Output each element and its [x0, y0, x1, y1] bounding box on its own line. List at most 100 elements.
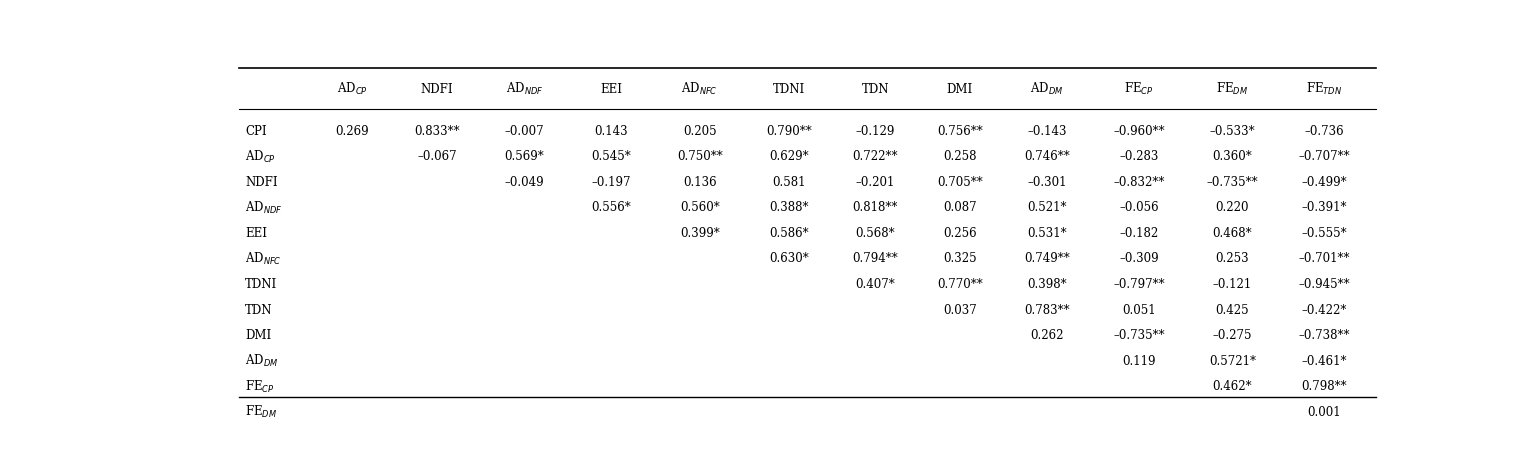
Text: NDFI: NDFI [421, 83, 453, 96]
Text: 0.051: 0.051 [1123, 304, 1155, 316]
Text: FE$_{CP}$: FE$_{CP}$ [245, 379, 274, 395]
Text: 0.143: 0.143 [594, 125, 628, 138]
Text: 0.531*: 0.531* [1026, 227, 1066, 240]
Text: –0.283: –0.283 [1120, 150, 1158, 163]
Text: 0.798**: 0.798** [1302, 380, 1347, 393]
Text: 0.388*: 0.388* [769, 202, 809, 214]
Text: EEI: EEI [601, 83, 622, 96]
Text: –0.735**: –0.735** [1114, 329, 1164, 342]
Text: 0.5721*: 0.5721* [1209, 355, 1256, 368]
Text: –0.461*: –0.461* [1302, 355, 1347, 368]
Text: AD$_{NFC}$: AD$_{NFC}$ [245, 251, 282, 267]
Text: NDFI: NDFI [245, 176, 277, 189]
Text: 0.119: 0.119 [1123, 355, 1155, 368]
Text: 0.407*: 0.407* [855, 278, 895, 291]
Text: 0.560*: 0.560* [680, 202, 720, 214]
Text: AD$_{CP}$: AD$_{CP}$ [245, 149, 276, 165]
Text: FE$_{TDN}$: FE$_{TDN}$ [1307, 81, 1342, 98]
Text: –0.960**: –0.960** [1114, 125, 1164, 138]
Text: –0.182: –0.182 [1120, 227, 1158, 240]
Text: –0.736: –0.736 [1305, 125, 1344, 138]
Text: CPI: CPI [245, 125, 267, 138]
Text: 0.722**: 0.722** [852, 150, 898, 163]
Text: AD$_{NDF}$: AD$_{NDF}$ [245, 200, 282, 216]
Text: –0.056: –0.056 [1120, 202, 1158, 214]
Text: DMI: DMI [947, 83, 973, 96]
Text: –0.067: –0.067 [417, 150, 457, 163]
Text: EEI: EEI [245, 227, 267, 240]
Text: 0.770**: 0.770** [938, 278, 982, 291]
Text: –0.143: –0.143 [1026, 125, 1066, 138]
Text: –0.735**: –0.735** [1207, 176, 1258, 189]
Text: 0.783**: 0.783** [1023, 304, 1069, 316]
Text: 0.325: 0.325 [944, 252, 976, 266]
Text: 0.756**: 0.756** [938, 125, 982, 138]
Text: –0.197: –0.197 [591, 176, 631, 189]
Text: 0.521*: 0.521* [1026, 202, 1066, 214]
Text: 0.568*: 0.568* [855, 227, 895, 240]
Text: TDN: TDN [245, 304, 273, 316]
Text: 0.705**: 0.705** [938, 176, 982, 189]
Text: 0.037: 0.037 [944, 304, 977, 316]
Text: 0.087: 0.087 [944, 202, 976, 214]
Text: 0.256: 0.256 [944, 227, 976, 240]
Text: –0.275: –0.275 [1213, 329, 1252, 342]
Text: TDN: TDN [861, 83, 889, 96]
Text: –0.391*: –0.391* [1302, 202, 1347, 214]
Text: –0.738**: –0.738** [1299, 329, 1350, 342]
Text: 0.545*: 0.545* [591, 150, 631, 163]
Text: FE$_{CP}$: FE$_{CP}$ [1124, 81, 1154, 98]
Text: –0.049: –0.049 [504, 176, 544, 189]
Text: 0.586*: 0.586* [769, 227, 809, 240]
Text: TDNI: TDNI [245, 278, 277, 291]
Text: –0.533*: –0.533* [1210, 125, 1255, 138]
Text: TDNI: TDNI [774, 83, 806, 96]
Text: –0.555*: –0.555* [1302, 227, 1347, 240]
Text: 0.253: 0.253 [1215, 252, 1249, 266]
Text: 0.205: 0.205 [683, 125, 717, 138]
Text: 0.001: 0.001 [1308, 405, 1340, 419]
Text: AD$_{DM}$: AD$_{DM}$ [245, 353, 279, 369]
Text: 0.360*: 0.360* [1212, 150, 1252, 163]
Text: –0.701**: –0.701** [1299, 252, 1350, 266]
Text: 0.794**: 0.794** [852, 252, 898, 266]
Text: 0.569*: 0.569* [504, 150, 544, 163]
Text: –0.945**: –0.945** [1299, 278, 1350, 291]
Text: 0.258: 0.258 [944, 150, 976, 163]
Text: 0.220: 0.220 [1215, 202, 1249, 214]
Text: FE$_{DM}$: FE$_{DM}$ [1216, 81, 1249, 98]
Text: 0.750**: 0.750** [677, 150, 723, 163]
Text: 0.262: 0.262 [1030, 329, 1063, 342]
Text: 0.399*: 0.399* [680, 227, 720, 240]
Text: –0.309: –0.309 [1120, 252, 1158, 266]
Text: –0.301: –0.301 [1026, 176, 1066, 189]
Text: 0.833**: 0.833** [414, 125, 460, 138]
Text: 0.630*: 0.630* [769, 252, 809, 266]
Text: DMI: DMI [245, 329, 271, 342]
Text: 0.790**: 0.790** [766, 125, 812, 138]
Text: –0.129: –0.129 [855, 125, 895, 138]
Text: 0.468*: 0.468* [1212, 227, 1252, 240]
Text: 0.749**: 0.749** [1023, 252, 1069, 266]
Text: 0.462*: 0.462* [1212, 380, 1252, 393]
Text: 0.581: 0.581 [772, 176, 806, 189]
Text: 0.818**: 0.818** [852, 202, 898, 214]
Text: 0.269: 0.269 [336, 125, 369, 138]
Text: 0.746**: 0.746** [1023, 150, 1069, 163]
Text: 0.136: 0.136 [683, 176, 717, 189]
Text: 0.556*: 0.556* [591, 202, 631, 214]
Text: 0.398*: 0.398* [1026, 278, 1066, 291]
Text: –0.707**: –0.707** [1299, 150, 1350, 163]
Text: –0.499*: –0.499* [1302, 176, 1347, 189]
Text: –0.797**: –0.797** [1114, 278, 1164, 291]
Text: –0.422*: –0.422* [1302, 304, 1347, 316]
Text: –0.201: –0.201 [855, 176, 895, 189]
Text: FE$_{DM}$: FE$_{DM}$ [245, 404, 277, 420]
Text: AD$_{NFC}$: AD$_{NFC}$ [682, 81, 719, 98]
Text: AD$_{DM}$: AD$_{DM}$ [1031, 81, 1063, 98]
Text: –0.832**: –0.832** [1114, 176, 1164, 189]
Text: 0.425: 0.425 [1215, 304, 1249, 316]
Text: –0.007: –0.007 [504, 125, 544, 138]
Text: –0.121: –0.121 [1213, 278, 1252, 291]
Text: AD$_{CP}$: AD$_{CP}$ [337, 81, 368, 98]
